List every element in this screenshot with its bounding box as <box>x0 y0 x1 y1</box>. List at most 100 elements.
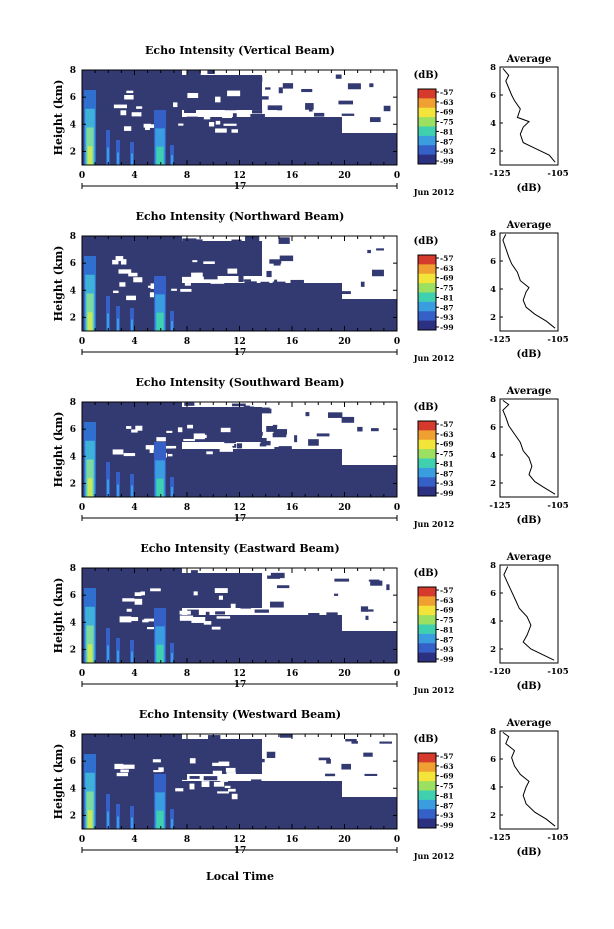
heatmap-cell <box>267 292 275 297</box>
heatmap-cell <box>266 624 277 627</box>
heatmap-gap <box>116 772 129 777</box>
x-tick-label: 0 <box>394 835 400 845</box>
heatmap-cell <box>141 601 153 607</box>
heatmap-cell <box>184 107 197 114</box>
x-tick-label: 8 <box>184 503 190 513</box>
heatmap-cell <box>301 88 313 93</box>
panel-title: Echo Intensity (Vertical Beam) <box>145 44 335 57</box>
heatmap-cell <box>316 433 330 437</box>
heatmap-cell <box>109 789 118 795</box>
profile-x-tick-label: -120 <box>489 667 510 677</box>
heatmap-cell <box>335 74 342 79</box>
heatmap-gap <box>227 268 238 274</box>
profile-line <box>502 234 556 329</box>
profile-x-tick-label: -105 <box>547 335 568 345</box>
heatmap-gap <box>135 425 143 431</box>
heatmap-cell <box>232 444 237 448</box>
colorbar-segment <box>418 320 436 331</box>
heatmap-cell <box>244 281 257 288</box>
profile-y-tick-label: 2 <box>490 645 496 655</box>
heatmap-cell <box>96 591 108 595</box>
colorbar-segment <box>418 292 436 303</box>
y-tick-label: 6 <box>70 259 76 269</box>
heatmap-cell <box>213 577 228 581</box>
profile-x-tick-label: -105 <box>547 169 568 179</box>
panel-1: Echo Intensity (Northward Beam) 2 4 6 8 Heigh… <box>52 210 569 363</box>
heatmap-gap <box>156 437 166 442</box>
heatmap-cell <box>189 455 200 458</box>
heatmap-cell <box>102 120 111 125</box>
heatmap-cell <box>200 413 206 419</box>
colorbar-tick-label: -99 <box>440 655 454 664</box>
heatmap-cell <box>261 408 272 414</box>
heatmap-cell <box>176 256 180 262</box>
colorbar-tick-label: -69 <box>440 274 454 283</box>
heatmap-cell <box>252 417 259 422</box>
heatmap-cell <box>229 286 234 289</box>
echo-column <box>87 644 93 663</box>
profile-x-label: (dB) <box>517 183 542 194</box>
profile-y-tick-label: 6 <box>490 257 496 267</box>
colorbar-segment <box>418 781 436 791</box>
heatmap-cell <box>90 96 105 100</box>
heatmap-gap <box>134 598 143 605</box>
colorbar-segment <box>418 449 436 459</box>
heatmap-cell <box>220 453 224 460</box>
heatmap-cell <box>101 790 107 793</box>
heatmap-cell <box>181 272 193 277</box>
y-tick-label: 2 <box>70 811 76 821</box>
heatmap-cell <box>130 738 134 742</box>
heatmap-cell <box>189 776 200 779</box>
colorbar-segment <box>418 753 436 763</box>
profile-y-tick-label: 4 <box>490 285 496 295</box>
heatmap-cell <box>277 106 282 111</box>
heatmap-cell <box>223 593 232 600</box>
colorbar-segment <box>418 652 436 663</box>
heatmap-cell <box>149 435 153 442</box>
echo-column <box>131 817 133 829</box>
echo-column <box>156 478 164 497</box>
echo-column <box>155 128 165 165</box>
heatmap-gap <box>187 92 199 99</box>
heatmap-cell <box>265 87 271 90</box>
profile-frame <box>499 730 559 830</box>
heatmap-cell <box>105 756 119 759</box>
heatmap-cell <box>278 87 283 94</box>
colorbar-tick-label: -93 <box>440 147 454 156</box>
heatmap-cell <box>351 740 358 744</box>
heatmap-cell <box>213 583 229 587</box>
profile-x-tick-label: -125 <box>489 833 510 843</box>
heatmap-cell <box>246 84 258 88</box>
heatmap-cell <box>249 452 263 456</box>
heatmap-gap <box>128 272 138 277</box>
heatmap-cell <box>107 100 122 105</box>
heatmap-cell <box>160 290 174 295</box>
heatmap-gap <box>198 277 203 281</box>
heatmap-gap <box>123 453 136 457</box>
heatmap-gap <box>113 104 127 109</box>
heatmap-cell <box>365 615 369 620</box>
heatmap-cell <box>251 779 262 784</box>
colorbar-segment <box>418 467 436 478</box>
panel-title: Echo Intensity (Eastward Beam) <box>140 542 339 555</box>
heatmap-cell <box>205 757 220 763</box>
profile-x-label: (dB) <box>517 681 542 692</box>
heatmap-cell <box>224 438 236 444</box>
heatmap-cell <box>368 579 380 582</box>
echo-column <box>87 146 93 165</box>
echo-column <box>156 644 164 663</box>
echo-column <box>87 312 93 331</box>
x-tick-label: 20 <box>338 503 351 513</box>
heatmap-cell <box>142 436 149 443</box>
heatmap-gap <box>223 443 235 446</box>
colorbar-frame <box>417 254 437 331</box>
panel-title: Echo Intensity (Southward Beam) <box>136 376 345 389</box>
heatmap-cell <box>231 239 242 245</box>
heatmap-cell <box>252 110 263 114</box>
colorbar-tick-label: -81 <box>440 127 454 136</box>
colorbar-segment <box>418 762 436 773</box>
heatmap-gap <box>230 603 236 610</box>
heatmap-cell <box>257 407 270 410</box>
heatmap-gap <box>171 288 177 291</box>
